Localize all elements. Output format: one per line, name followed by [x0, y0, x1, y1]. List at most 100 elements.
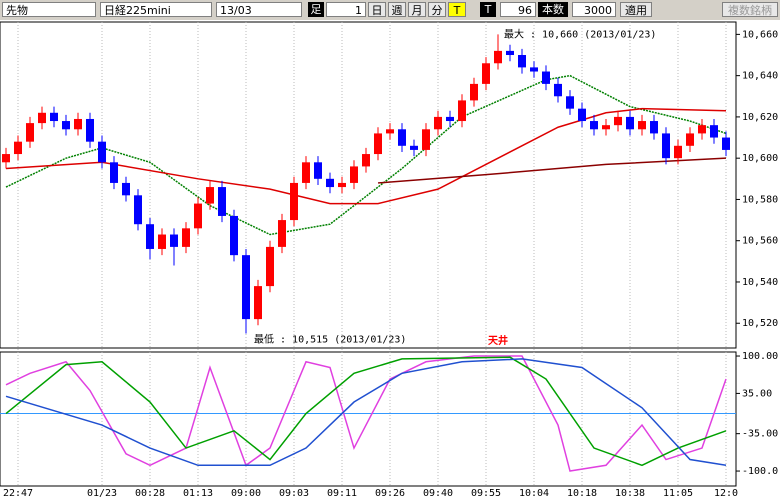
candle-body — [542, 71, 550, 84]
candle-body — [674, 145, 682, 159]
candle-body — [698, 125, 706, 134]
y-tick-label: 10,600 — [742, 153, 778, 164]
chart: 10,520 10,540 10,560 10,580 10,600 10,620 10,6… — [0, 21, 778, 499]
month-button[interactable]: 月 — [408, 2, 426, 17]
week-button[interactable]: 週 — [388, 2, 406, 17]
y-tick-label: 10,560 — [742, 236, 778, 247]
bar-count[interactable]: 1 — [326, 2, 366, 17]
y-tick-label: 10,640 — [742, 71, 778, 82]
candle-body — [62, 121, 70, 130]
candle-body — [182, 228, 190, 247]
candle-body — [194, 203, 202, 229]
month-select[interactable]: 13/03 — [216, 2, 302, 17]
candle-body — [290, 182, 298, 221]
candle-body — [458, 100, 466, 122]
candle-body — [494, 50, 502, 64]
x-tick-label: 10:04 — [519, 488, 549, 499]
candle-body — [146, 224, 154, 249]
min-annotation: 最低 : 10,515 (2013/01/23) — [254, 333, 406, 346]
max-annotation: 最大 : 10,660 (2013/01/23) — [504, 27, 656, 40]
x-tick-label: 09:55 — [471, 488, 501, 499]
y-tick-label: -35.00 — [742, 429, 778, 440]
candle-body — [218, 187, 226, 216]
x-tick-label: 10:18 — [567, 488, 597, 499]
oscillator-line — [5, 355, 727, 472]
candle-body — [230, 215, 238, 256]
t-value[interactable]: 96 — [500, 2, 536, 17]
t-label: T — [480, 2, 496, 17]
candle-body — [398, 129, 406, 146]
candle-body — [110, 162, 118, 183]
candle-body — [710, 125, 718, 138]
candle-body — [482, 63, 490, 84]
moving-average — [5, 74, 727, 236]
candle-body — [422, 129, 430, 150]
candle-body — [662, 133, 670, 159]
market-select[interactable]: 先物 — [2, 2, 96, 17]
candle-body — [686, 133, 694, 146]
candle-body — [38, 112, 46, 124]
x-tick-label: 01/23 — [87, 488, 117, 499]
y-tick-label: 10,620 — [742, 112, 778, 123]
toolbar: 先物 日経225mini 13/03 足 1 日 週 月 分 T T 96 本数… — [0, 0, 780, 20]
x-tick-label: 09:26 — [375, 488, 405, 499]
candle-body — [26, 123, 34, 142]
candle-body — [86, 118, 94, 142]
minute-button[interactable]: 分 — [428, 2, 446, 17]
multi-button: 複数銘柄 — [722, 2, 778, 17]
candle-body — [278, 220, 286, 247]
x-tick-label: 09:00 — [231, 488, 261, 499]
candle-body — [626, 116, 634, 130]
candle-body — [326, 178, 334, 188]
candle-body — [650, 121, 658, 134]
x-tick-label: 12:0 — [714, 488, 738, 499]
x-tick-label: 22:47 — [3, 488, 33, 499]
x-tick-label: 11:05 — [663, 488, 693, 499]
candle-body — [374, 133, 382, 155]
y-tick-label: 10,520 — [742, 318, 778, 329]
candle-body — [314, 162, 322, 179]
y-tick-label: 10,660 — [742, 29, 778, 40]
candle-body — [578, 108, 586, 122]
candle-body — [50, 112, 58, 122]
y-tick-label: -100.0 — [742, 466, 778, 477]
oscillator-line — [5, 356, 727, 467]
candle-body — [506, 50, 514, 56]
candle-body — [362, 154, 370, 167]
oscillator-frame — [0, 351, 737, 487]
candle-body — [530, 67, 538, 72]
candle-body — [158, 234, 166, 249]
candle-body — [518, 55, 526, 68]
candle-body — [434, 116, 442, 130]
ceiling-annotation: 天井 — [488, 334, 508, 347]
apply-button[interactable]: 適用 — [620, 2, 652, 17]
y-tick-label: 35.00 — [742, 388, 772, 399]
y-tick-label: 10,540 — [742, 277, 778, 288]
candle-body — [722, 137, 730, 150]
candle-body — [14, 141, 22, 155]
tick-button[interactable]: T — [448, 2, 466, 17]
candle-body — [2, 154, 10, 163]
candle-body — [602, 125, 610, 130]
candle-body — [350, 166, 358, 183]
x-tick-label: 09:40 — [423, 488, 453, 499]
product-select[interactable]: 日経225mini — [100, 2, 212, 17]
candle-body — [338, 182, 346, 188]
candle-body — [566, 96, 574, 109]
day-button[interactable]: 日 — [368, 2, 386, 17]
candle-body — [470, 83, 478, 101]
price-frame — [0, 21, 737, 349]
count-value[interactable]: 3000 — [572, 2, 616, 17]
candle-body — [74, 118, 82, 130]
candle-body — [134, 195, 142, 225]
candle-body — [554, 83, 562, 97]
bar-label: 足 — [308, 2, 324, 17]
candle-body — [446, 116, 454, 122]
candle-body — [638, 121, 646, 130]
y-tick-label: 10,580 — [742, 194, 778, 205]
x-tick-label: 09:03 — [279, 488, 309, 499]
candle-body — [242, 255, 250, 320]
candle-body — [266, 246, 274, 287]
x-tick-label: 00:28 — [135, 488, 165, 499]
candle-body — [98, 141, 106, 163]
